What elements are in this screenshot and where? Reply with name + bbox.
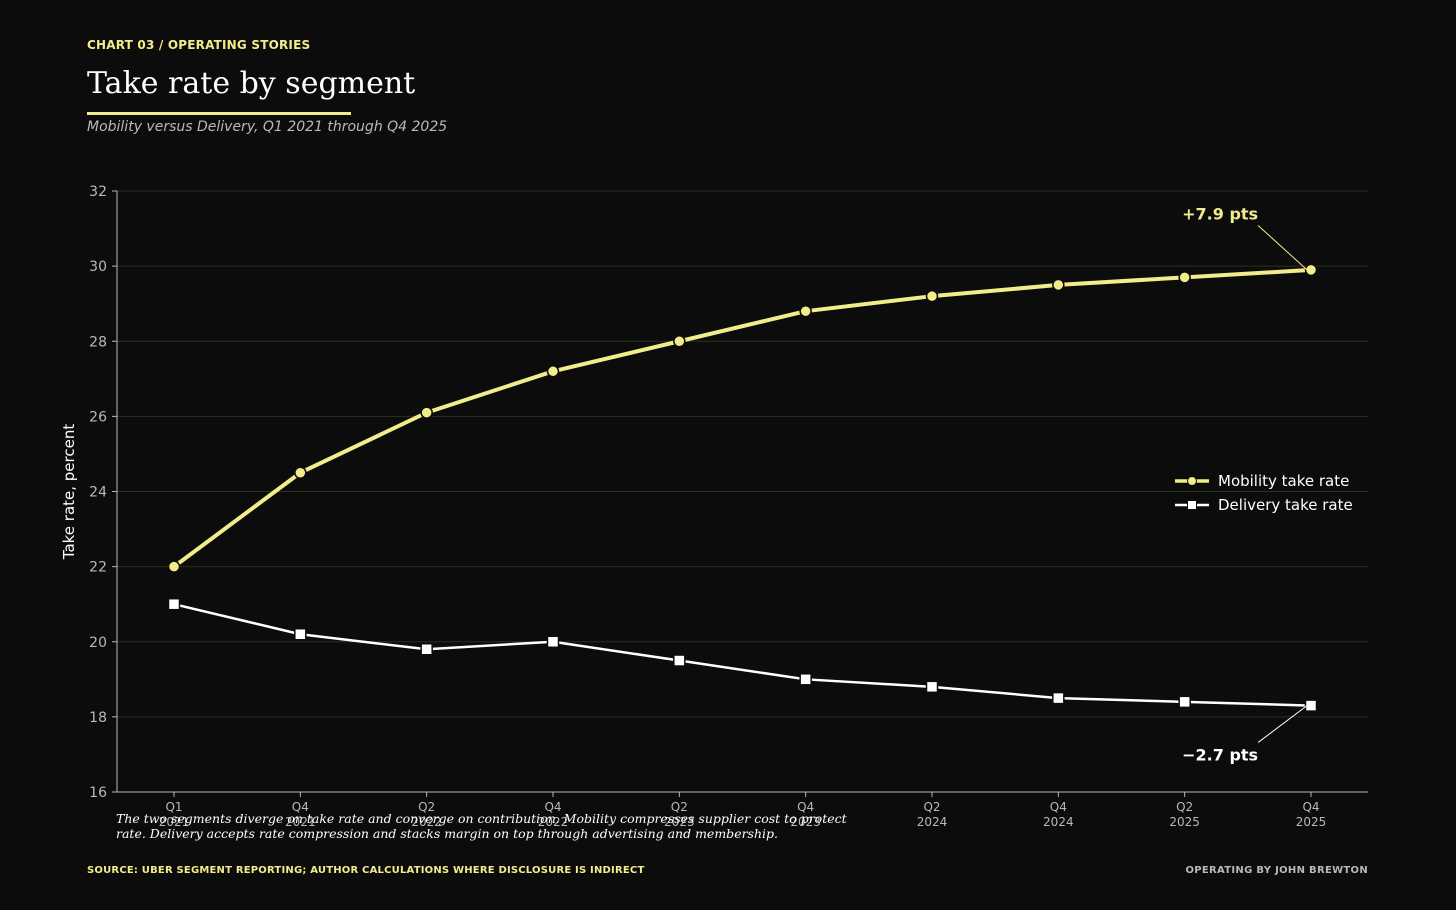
y-tick-label-24: 24	[89, 485, 107, 501]
x-tick-label-quarter-1: Q4	[292, 800, 309, 814]
x-tick-label-year-6: 2024	[917, 815, 948, 829]
x-tick-label-quarter-6: Q2	[923, 800, 940, 814]
x-tick-label-year-8: 2025	[1169, 815, 1200, 829]
annotation-leader-0	[1257, 225, 1308, 271]
series-1-point-0	[167, 597, 181, 611]
x-tick-label-quarter-4: Q2	[671, 800, 688, 814]
series-0-point-8	[1178, 271, 1191, 284]
x-tick-label-year-1: 2021	[285, 815, 316, 829]
chart-kicker: CHART 03 / OPERATING STORIES	[87, 38, 311, 52]
series-0-point-1	[294, 466, 307, 479]
x-tick-label-quarter-9: Q4	[1302, 800, 1319, 814]
page-subtitle: Mobility versus Delivery, Q1 2021 throug…	[87, 119, 448, 135]
x-tick-label-quarter-2: Q2	[418, 800, 435, 814]
series-0-point-7	[1052, 278, 1065, 292]
series-0-point-2	[420, 406, 433, 419]
series-0-point-0	[167, 560, 181, 573]
legend-swatch-delivery	[1175, 500, 1209, 510]
series-0-point-3	[546, 365, 560, 378]
y-tick-label-32: 32	[89, 184, 107, 200]
legend-item-delivery: Delivery take rate	[1174, 493, 1353, 517]
title-underline	[87, 112, 351, 115]
x-tick-label-year-5: 2023	[790, 815, 821, 829]
annotation-label-0: +7.9 pts	[1182, 205, 1258, 224]
x-tick-label-quarter-0: Q1	[165, 800, 182, 814]
series-0-point-5	[799, 304, 812, 318]
y-tick-label-22: 22	[89, 560, 107, 576]
x-tick-label-year-0: 2021	[159, 815, 190, 829]
x-tick-label-year-7: 2024	[1043, 815, 1074, 829]
legend-label-mobility: Mobility take rate	[1218, 472, 1350, 490]
byline: OPERATING BY JOHN BREWTON	[1185, 865, 1368, 876]
x-tick-label-year-4: 2023	[664, 815, 695, 829]
x-tick-label-quarter-8: Q2	[1176, 800, 1193, 814]
series-0-point-9	[1304, 263, 1318, 277]
y-tick-label-20: 20	[89, 635, 107, 651]
series-1-point-7	[1052, 691, 1065, 705]
series-1-point-1	[294, 627, 307, 641]
x-tick-label-year-9: 2025	[1296, 815, 1327, 829]
legend-swatch-mobility	[1175, 476, 1209, 486]
series-0-point-4	[673, 335, 686, 348]
y-tick-label-28: 28	[89, 334, 107, 350]
series-1-point-6	[925, 680, 939, 694]
series-1-point-5	[799, 673, 812, 686]
page-title: Take rate by segment	[87, 66, 416, 101]
chart-note: The two segments diverge on take rate an…	[116, 811, 847, 841]
annotation-label-1: −2.7 pts	[1182, 745, 1258, 764]
y-tick-label-16: 16	[89, 785, 107, 801]
series-line-1	[172, 602, 1313, 707]
series-1-point-2	[420, 643, 433, 656]
x-tick-label-quarter-3: Q4	[544, 800, 561, 814]
series-line-0	[172, 267, 1313, 569]
legend-item-mobility: Mobility take rate	[1174, 469, 1353, 493]
y-axis-title: Take rate, percent	[60, 424, 78, 561]
x-tick-label-quarter-7: Q4	[1050, 800, 1067, 814]
y-tick-label-30: 30	[89, 259, 107, 275]
series-1-point-9	[1304, 699, 1318, 712]
series-1-point-3	[546, 635, 560, 648]
y-tick-label-26: 26	[89, 409, 107, 425]
source-line: SOURCE: UBER SEGMENT REPORTING; AUTHOR C…	[87, 865, 645, 876]
series-0-point-6	[925, 289, 939, 303]
series-1-point-8	[1178, 695, 1191, 709]
x-tick-label-quarter-5: Q4	[797, 800, 814, 814]
chart-legend: Mobility take rate Delivery take rate	[1174, 469, 1353, 517]
x-tick-label-year-2: 2022	[411, 815, 442, 829]
series-1-point-4	[673, 654, 686, 667]
annotation-leader-1	[1257, 705, 1308, 743]
x-tick-label-year-3: 2022	[538, 815, 569, 829]
legend-label-delivery: Delivery take rate	[1218, 496, 1353, 514]
y-tick-label-18: 18	[89, 710, 107, 726]
